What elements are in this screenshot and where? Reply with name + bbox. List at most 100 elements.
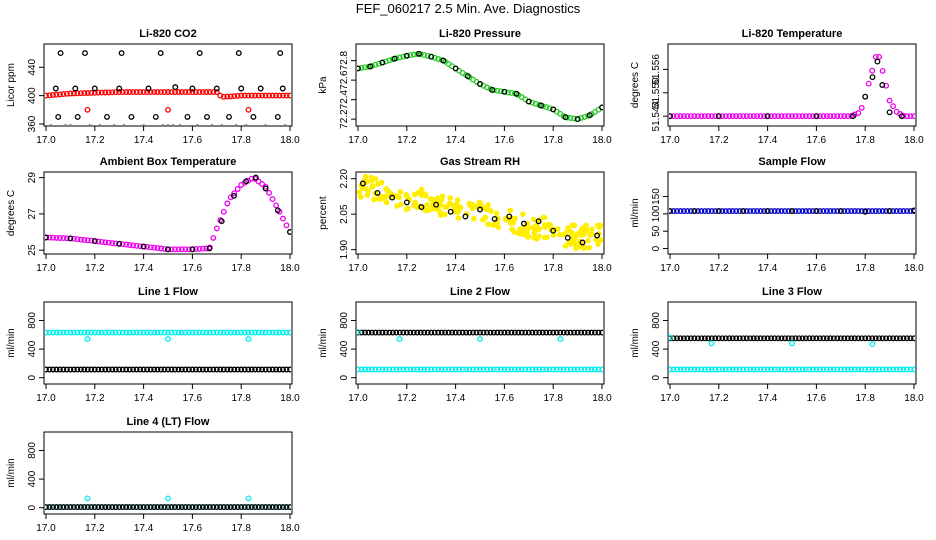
panel-2: Li-820 Pressure 17.0 17.2 17.4 17.6 17.8 18.0 7…	[318, 28, 612, 146]
data-point	[231, 366, 238, 373]
y-axis-label: ml/min	[318, 328, 329, 357]
data-point	[116, 240, 123, 247]
data-point	[421, 366, 428, 373]
data-point	[77, 366, 84, 373]
data-point	[175, 89, 182, 96]
data-point	[907, 366, 914, 373]
data-point	[879, 82, 886, 88]
data-point	[911, 113, 915, 120]
data-point	[684, 208, 691, 215]
panel-3: Li-820 Temperature 17.0 17.2 17.4 17.6 17.8 18…	[630, 28, 924, 146]
plot-frame	[355, 301, 605, 385]
data-point	[255, 92, 262, 99]
data-point	[250, 113, 257, 120]
data-point	[435, 366, 442, 373]
data-point	[564, 329, 571, 336]
data-point	[701, 208, 708, 215]
data-point	[165, 504, 171, 511]
data-point	[50, 234, 56, 241]
x-tick-label: 17.8	[543, 263, 563, 274]
data-point	[722, 208, 729, 215]
data-point	[231, 190, 238, 197]
data-point	[507, 207, 514, 214]
data-point	[545, 222, 552, 228]
y-tick-label: 400	[339, 340, 350, 357]
data-point	[862, 208, 869, 215]
x-tick-label: 17.4	[446, 135, 466, 146]
data-point	[357, 189, 363, 196]
data-point	[279, 85, 286, 92]
data-point	[560, 366, 567, 373]
data-point	[750, 366, 757, 373]
data-point	[189, 246, 196, 253]
x-tick-label: 17.6	[807, 135, 827, 146]
data-point	[196, 504, 203, 511]
data-point	[266, 92, 273, 99]
data-point	[456, 366, 463, 373]
data-point	[165, 246, 171, 253]
panel-4: Ambient Box Temperature 17.0 17.2 17.4 17.6 1…	[6, 156, 300, 274]
data-point	[520, 211, 526, 218]
panel-9: Line 3 Flow 17.0 17.2 17.4 17.6 17.8 18.0 0 400 8…	[630, 286, 924, 404]
y-tick-label: 29	[27, 172, 38, 184]
data-point	[862, 93, 869, 100]
data-point	[287, 92, 291, 99]
data-point	[269, 366, 276, 373]
data-point	[91, 238, 98, 245]
data-point	[489, 86, 496, 93]
data-point	[522, 366, 529, 373]
data-point	[417, 366, 424, 373]
data-point	[827, 366, 834, 373]
data-point	[806, 335, 813, 342]
data-point	[477, 329, 483, 336]
data-point	[480, 329, 487, 336]
data-point	[165, 336, 171, 343]
data-point	[396, 336, 403, 343]
data-point	[841, 366, 848, 373]
y-tick-label: 150	[651, 188, 662, 205]
plot-frame	[355, 171, 605, 255]
x-tick-label: 17.4	[134, 393, 154, 404]
x-tick-label: 17.8	[231, 263, 251, 274]
panel-title: Line 3 Flow	[762, 286, 822, 298]
data-point	[119, 329, 126, 336]
data-point	[238, 92, 245, 99]
data-point	[564, 366, 571, 373]
data-point	[91, 366, 98, 373]
data-point	[802, 335, 809, 342]
data-point	[532, 366, 539, 373]
data-point	[816, 366, 823, 373]
data-point	[520, 220, 527, 227]
data-point	[274, 113, 281, 120]
data-point	[248, 329, 255, 336]
data-point	[768, 366, 775, 373]
data-point	[137, 329, 144, 336]
data-point	[178, 329, 185, 336]
data-point	[105, 329, 112, 336]
data-point	[879, 366, 886, 373]
data-point	[747, 366, 754, 373]
data-point	[747, 335, 754, 342]
data-point	[493, 210, 500, 217]
data-point	[428, 53, 435, 60]
data-point	[536, 366, 543, 373]
x-tick-label: 17.0	[660, 393, 680, 404]
data-point	[729, 208, 736, 215]
data-point	[560, 329, 567, 336]
x-tick-label: 17.0	[348, 263, 368, 274]
data-point	[586, 112, 593, 119]
x-tick-label: 17.8	[231, 523, 251, 534]
y-tick-label: 1.90	[339, 239, 350, 259]
x-tick-label: 17.6	[183, 135, 203, 146]
data-point	[416, 50, 422, 57]
data-point	[189, 85, 196, 92]
y-axis-label: ml/min	[630, 198, 641, 227]
data-point	[243, 178, 250, 185]
data-point	[88, 237, 95, 244]
data-point	[571, 329, 578, 336]
series-3	[52, 84, 286, 92]
data-point	[589, 226, 595, 233]
data-point	[674, 113, 680, 120]
data-point	[81, 504, 88, 511]
data-point	[567, 366, 574, 373]
